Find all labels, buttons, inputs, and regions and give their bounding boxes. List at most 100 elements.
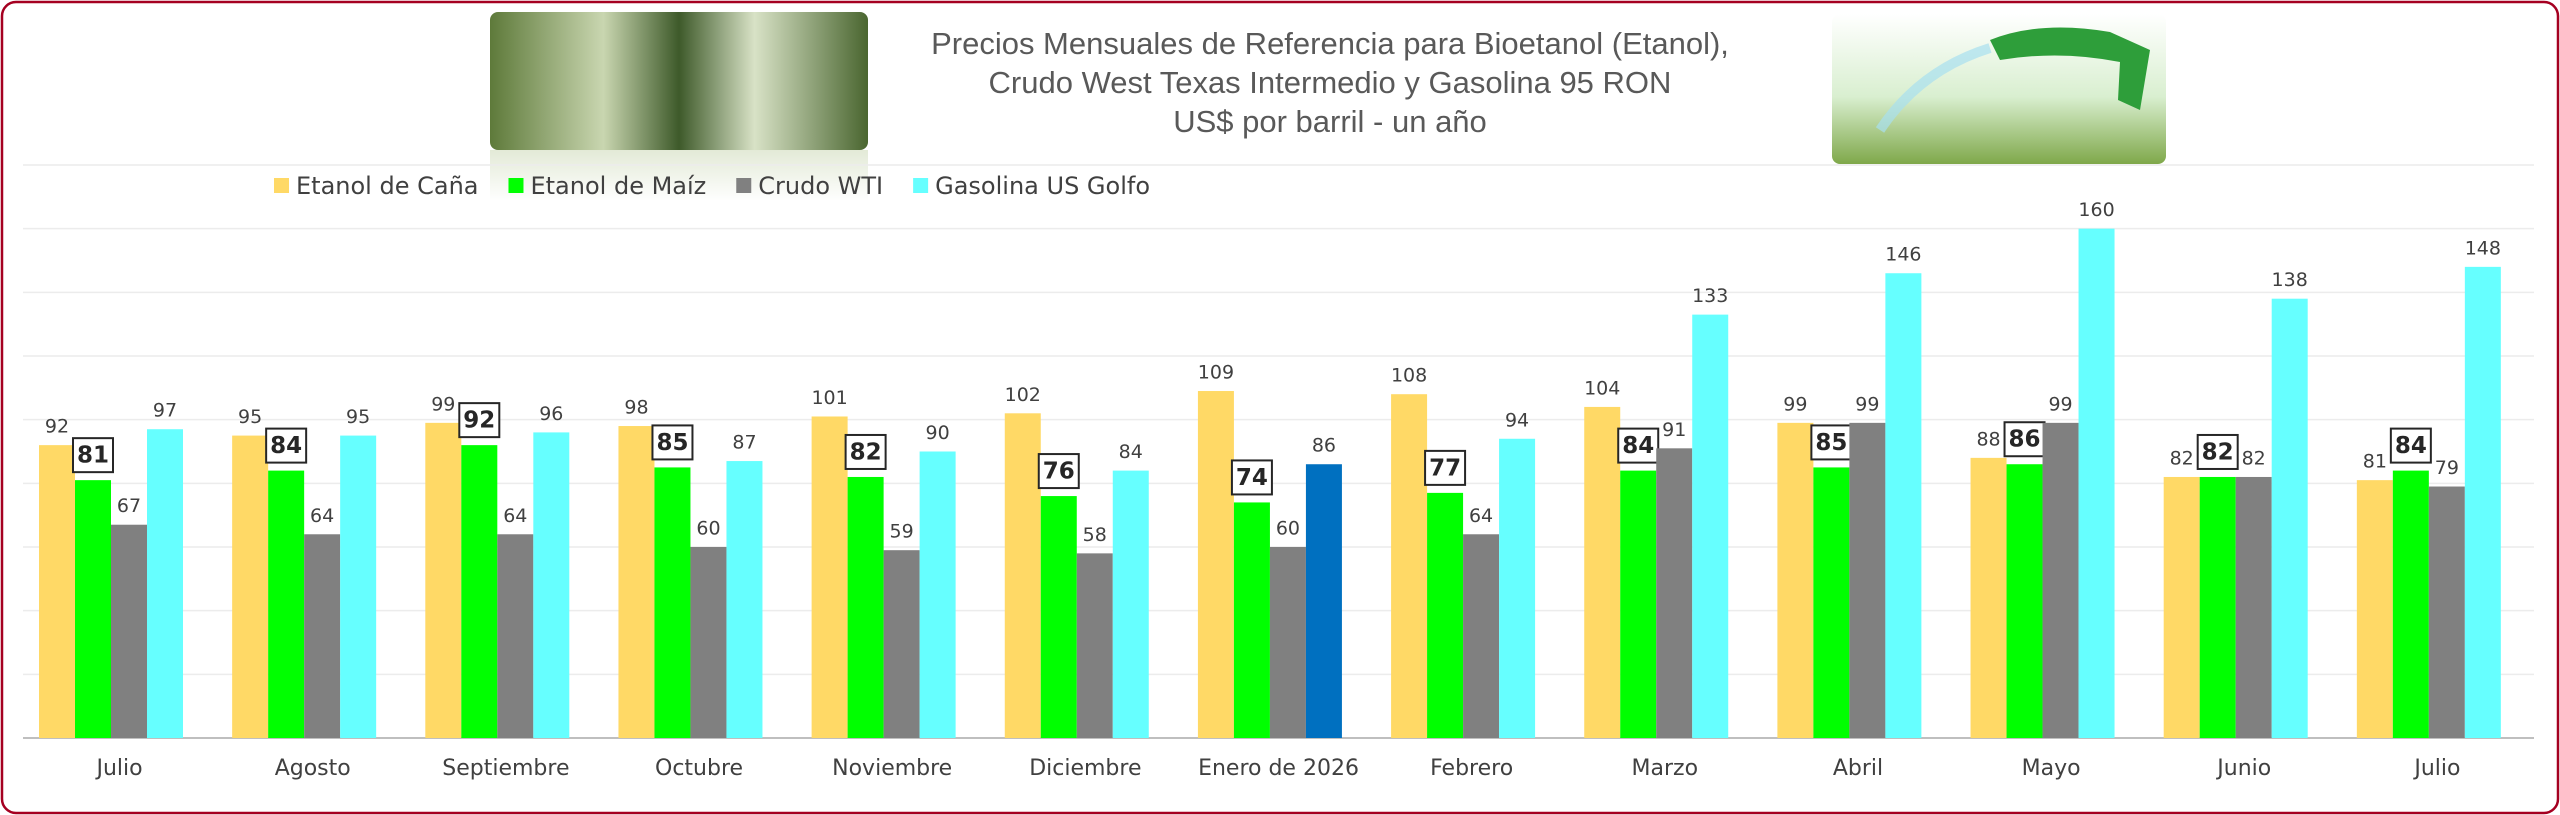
data-label-box <box>458 402 501 439</box>
bar <box>1233 502 1270 738</box>
data-label: 67 <box>117 495 141 517</box>
data-label-box <box>2389 427 2432 464</box>
data-label: 84 <box>1622 433 1654 459</box>
data-label: 90 <box>926 422 950 444</box>
bar <box>2199 476 2236 738</box>
bar <box>425 422 462 738</box>
data-label: 85 <box>656 430 688 456</box>
x-tick-label: Agosto <box>275 756 351 781</box>
data-label: 82 <box>2170 447 2194 469</box>
bar <box>2163 476 2200 738</box>
bar <box>1656 448 1693 738</box>
data-label: 96 <box>539 403 563 425</box>
bar <box>2235 476 2272 738</box>
bar <box>1427 492 1464 738</box>
bar <box>2078 228 2115 738</box>
x-tick-label: Mayo <box>2022 756 2081 781</box>
bar <box>304 534 341 738</box>
data-label: 92 <box>45 416 69 438</box>
bar <box>1813 467 1850 738</box>
data-label: 81 <box>2363 451 2387 473</box>
data-label: 97 <box>153 400 177 422</box>
data-label: 58 <box>1083 524 1107 546</box>
data-label: 60 <box>696 518 720 540</box>
bar <box>726 461 763 738</box>
data-label: 138 <box>2272 269 2308 291</box>
bar <box>1970 457 2007 738</box>
data-label: 95 <box>238 406 262 428</box>
bar <box>2006 464 2043 738</box>
bar <box>2271 298 2308 738</box>
x-tick-label: Diciembre <box>1029 756 1141 781</box>
bar <box>847 476 884 738</box>
data-label-box <box>72 437 114 474</box>
x-tick-label: Julio <box>2412 756 2460 781</box>
data-label: 102 <box>1005 384 1041 406</box>
data-label: 59 <box>890 521 914 543</box>
data-label: 79 <box>2435 457 2459 479</box>
bar <box>811 416 848 738</box>
x-tick-label: Febrero <box>1430 756 1513 781</box>
data-label: 82 <box>850 439 882 465</box>
x-tick-label: Enero de 2026 <box>1198 756 1359 781</box>
picture-fuel <box>1832 14 2166 204</box>
bar <box>1076 553 1113 738</box>
bar <box>1620 470 1657 738</box>
data-label: 64 <box>310 505 334 527</box>
bar <box>919 451 956 738</box>
data-label: 99 <box>1783 393 1807 415</box>
bar <box>232 435 269 738</box>
x-tick-label: Noviembre <box>832 756 952 781</box>
data-label-box <box>2196 433 2239 470</box>
data-label-box <box>844 433 887 470</box>
data-label: 92 <box>463 408 495 434</box>
data-label: 86 <box>1312 435 1336 457</box>
data-label: 99 <box>1855 393 1879 415</box>
bar <box>1499 438 1536 738</box>
data-label: 98 <box>624 397 648 419</box>
chart-title: Precios Mensuales de Referencia para Bio… <box>931 26 1729 61</box>
legend-label: Etanol de Maíz <box>530 172 706 200</box>
data-label: 74 <box>1236 465 1268 491</box>
data-label: 64 <box>1469 505 1493 527</box>
data-label: 146 <box>1885 244 1921 266</box>
data-label: 88 <box>1976 428 2000 450</box>
data-label: 133 <box>1692 285 1728 307</box>
legend-swatch <box>913 178 929 193</box>
bar <box>39 445 75 738</box>
bar <box>883 550 920 738</box>
picture-cane <box>490 12 868 202</box>
data-label: 76 <box>1043 459 1075 485</box>
legend-swatch <box>274 178 289 193</box>
data-label: 86 <box>2009 427 2041 453</box>
bar <box>1004 413 1041 738</box>
data-label: 85 <box>1815 430 1847 456</box>
legend-label: Etanol de Caña <box>296 172 478 200</box>
data-label: 77 <box>1429 455 1461 481</box>
bar <box>461 445 498 738</box>
data-label: 82 <box>2202 439 2234 465</box>
data-label-box <box>1230 459 1273 496</box>
data-label: 94 <box>1505 409 1529 431</box>
bar <box>2356 480 2393 738</box>
bar <box>618 426 655 738</box>
bar <box>2392 470 2429 738</box>
x-tick-label: Marzo <box>1632 756 1699 781</box>
x-tick-label: Abril <box>1833 756 1883 781</box>
data-label: 91 <box>1662 419 1686 441</box>
x-tick-label: Octubre <box>655 756 743 781</box>
bar <box>1692 314 1729 738</box>
data-label: 95 <box>346 406 370 428</box>
x-tick-label: Julio <box>95 756 143 781</box>
x-tick-label: Septiembre <box>442 756 569 781</box>
bar <box>1269 547 1306 738</box>
bar <box>1584 406 1621 738</box>
data-label: 82 <box>2242 447 2266 469</box>
data-label-box <box>1424 449 1467 486</box>
x-tick-label: Junio <box>2215 756 2271 781</box>
data-label: 148 <box>2465 237 2501 259</box>
legend-label: Gasolina US Golfo <box>935 172 1150 200</box>
bar <box>1463 534 1500 738</box>
data-label: 64 <box>503 505 527 527</box>
